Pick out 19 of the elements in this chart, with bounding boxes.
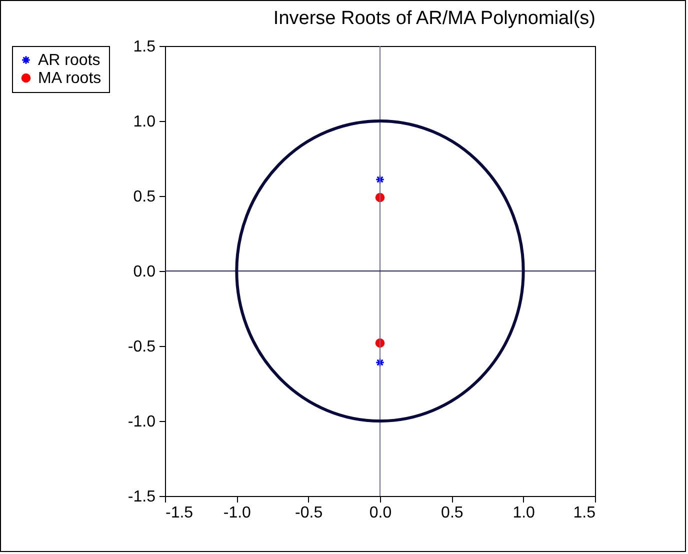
legend-label: MA roots: [38, 70, 102, 87]
x-tick-label: -1.0: [223, 504, 252, 522]
x-tick-label: 1.0: [512, 504, 536, 522]
y-tick-label: 1.5: [133, 38, 156, 56]
chart-title: Inverse Roots of AR/MA Polynomial(s): [273, 8, 596, 29]
point: [375, 358, 385, 368]
x-tick-label: 1.5: [573, 504, 596, 522]
point: [375, 174, 385, 184]
y-tick-label: 0.0: [133, 264, 156, 280]
y-tick-label: 1.0: [133, 114, 156, 130]
x-tick-label: 0.5: [441, 504, 464, 522]
y-tick-label: 0.5: [133, 188, 156, 206]
y-tick-label: -1.5: [128, 488, 156, 506]
legend-label: AR roots: [38, 52, 100, 69]
x-tick-label: -1.5: [166, 504, 194, 522]
y-tick-label: -0.5: [128, 338, 156, 356]
x-tick-label: -0.5: [295, 504, 323, 522]
x-tick-label: 0.0: [369, 504, 392, 522]
y-tick-label: -1.0: [128, 414, 156, 430]
